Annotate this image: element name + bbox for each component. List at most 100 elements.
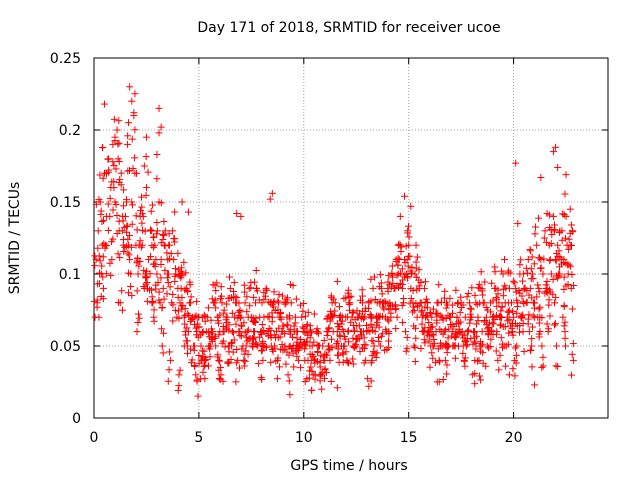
data-point bbox=[539, 362, 547, 370]
data-point bbox=[289, 333, 297, 341]
x-axis-title: GPS time / hours bbox=[290, 458, 407, 474]
data-point bbox=[212, 304, 220, 312]
data-point bbox=[232, 299, 240, 307]
data-point bbox=[464, 327, 472, 335]
data-point bbox=[165, 255, 173, 263]
data-point bbox=[287, 345, 295, 353]
data-point bbox=[193, 298, 201, 306]
data-point bbox=[119, 202, 127, 210]
data-point bbox=[254, 360, 262, 368]
data-point bbox=[253, 341, 261, 349]
data-point bbox=[280, 322, 288, 330]
data-point bbox=[274, 354, 282, 362]
data-point bbox=[149, 298, 157, 306]
data-point bbox=[527, 346, 535, 354]
data-point bbox=[200, 356, 208, 364]
data-point bbox=[95, 280, 103, 288]
data-point bbox=[273, 375, 281, 383]
data-point bbox=[444, 311, 452, 319]
data-point bbox=[180, 313, 188, 321]
data-point bbox=[534, 281, 542, 289]
data-point bbox=[341, 342, 349, 350]
data-point bbox=[499, 344, 507, 352]
data-point bbox=[385, 317, 393, 325]
data-point bbox=[258, 375, 266, 383]
data-point bbox=[469, 340, 477, 348]
data-point bbox=[552, 143, 560, 151]
data-point bbox=[316, 377, 324, 385]
data-point bbox=[509, 331, 517, 339]
data-point bbox=[124, 235, 132, 243]
data-point bbox=[265, 324, 273, 332]
data-point bbox=[488, 279, 496, 287]
data-point bbox=[304, 308, 312, 316]
data-point bbox=[567, 371, 575, 379]
data-point bbox=[481, 278, 489, 286]
data-point bbox=[486, 342, 494, 350]
data-point bbox=[93, 303, 101, 311]
data-point bbox=[296, 301, 304, 309]
data-point bbox=[320, 356, 328, 364]
data-point bbox=[134, 254, 142, 262]
data-point bbox=[366, 328, 374, 336]
data-point bbox=[433, 299, 441, 307]
data-point bbox=[436, 358, 444, 366]
data-point bbox=[216, 357, 224, 365]
data-point bbox=[429, 331, 437, 339]
data-point bbox=[181, 305, 189, 313]
data-point bbox=[143, 284, 151, 292]
data-point bbox=[365, 304, 373, 312]
data-point bbox=[252, 299, 260, 307]
data-point bbox=[339, 349, 347, 357]
data-point bbox=[551, 321, 559, 329]
data-point bbox=[335, 358, 343, 366]
data-point bbox=[504, 340, 512, 348]
data-point bbox=[340, 295, 348, 303]
data-point bbox=[195, 323, 203, 331]
data-point bbox=[496, 351, 504, 359]
data-point bbox=[551, 299, 559, 307]
data-point bbox=[226, 284, 234, 292]
data-point bbox=[420, 327, 428, 335]
data-point bbox=[345, 300, 353, 308]
data-point bbox=[147, 207, 155, 215]
data-point bbox=[142, 280, 150, 288]
data-point bbox=[243, 293, 251, 301]
data-point bbox=[224, 294, 232, 302]
data-point bbox=[228, 328, 236, 336]
data-point bbox=[201, 312, 209, 320]
data-point bbox=[160, 295, 168, 303]
data-point bbox=[556, 228, 564, 236]
data-point bbox=[320, 336, 328, 344]
data-point bbox=[505, 316, 513, 324]
data-point bbox=[326, 356, 334, 364]
data-point bbox=[116, 176, 124, 184]
data-point bbox=[292, 327, 300, 335]
data-point bbox=[376, 312, 384, 320]
data-point bbox=[193, 377, 201, 385]
data-point bbox=[260, 296, 268, 304]
data-point bbox=[501, 323, 509, 331]
data-point bbox=[161, 242, 169, 250]
data-point bbox=[314, 348, 322, 356]
data-point bbox=[492, 311, 500, 319]
data-point bbox=[527, 342, 535, 350]
data-point bbox=[450, 342, 458, 350]
data-point bbox=[497, 307, 505, 315]
data-point bbox=[102, 241, 110, 249]
data-point bbox=[95, 252, 103, 260]
data-point bbox=[374, 313, 382, 321]
data-point bbox=[177, 267, 185, 275]
data-point bbox=[365, 382, 373, 390]
data-point bbox=[114, 140, 122, 148]
data-point bbox=[508, 324, 516, 332]
data-point bbox=[192, 324, 200, 332]
data-point bbox=[529, 312, 537, 320]
data-point bbox=[392, 325, 400, 333]
data-point bbox=[160, 231, 168, 239]
data-point bbox=[471, 369, 479, 377]
data-point bbox=[315, 329, 323, 337]
data-point bbox=[370, 342, 378, 350]
data-point bbox=[169, 227, 177, 235]
data-point bbox=[158, 303, 166, 311]
